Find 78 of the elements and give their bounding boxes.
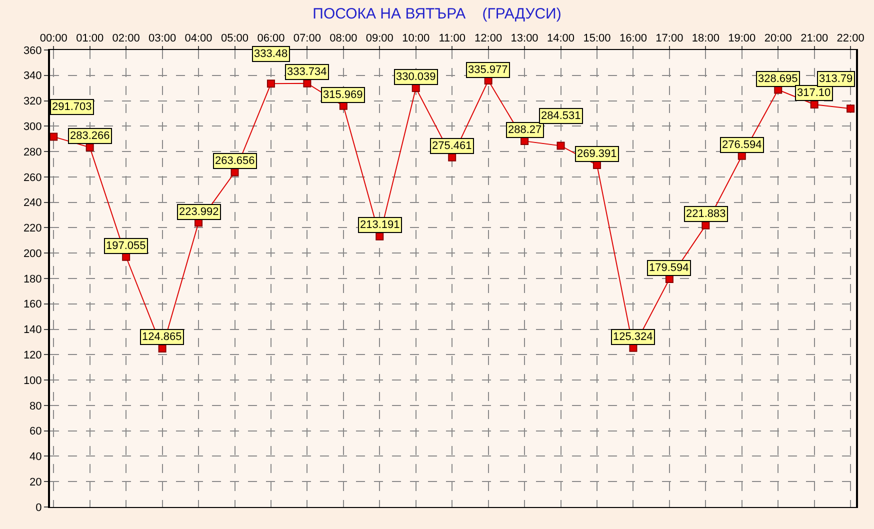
y-tick-label: 300 [23, 121, 42, 134]
x-tick-label: 07:00 [293, 32, 321, 45]
x-tick-label: 17:00 [656, 32, 684, 45]
point [556, 142, 565, 150]
data-label: 333.734 [287, 66, 327, 78]
y-tick-label: 40 [30, 451, 42, 464]
point [230, 168, 239, 176]
y-tick-label: 240 [23, 197, 42, 210]
data-label: 291.703 [52, 101, 92, 113]
point [376, 232, 384, 240]
chart-title: ПОСОКА НА ВЯТЪРА (ГРАДУСИ) [312, 5, 562, 22]
data-label: 179.594 [649, 262, 689, 274]
x-tick-label: 02:00 [112, 32, 140, 45]
x-tick-label: 11:00 [438, 32, 466, 45]
data-label: 213.191 [360, 219, 400, 231]
y-tick-label: 280 [23, 146, 42, 158]
data-label: 197.055 [106, 240, 146, 252]
point [702, 221, 710, 230]
data-label: 315.969 [323, 89, 363, 101]
data-label: 313.79 [819, 73, 853, 85]
y-tick-label: 260 [23, 172, 42, 184]
y-tick-label: 80 [30, 400, 42, 412]
data-label: 269.391 [577, 148, 617, 160]
x-tick-label: 18:00 [692, 32, 720, 45]
y-tick-label: 160 [23, 298, 42, 311]
y-tick-label: 340 [23, 70, 42, 82]
data-label: 223.992 [179, 206, 219, 218]
point [86, 143, 94, 152]
y-tick-label: 120 [23, 350, 42, 362]
x-tick-label: 16:00 [619, 32, 647, 45]
data-label: 330.039 [396, 71, 436, 83]
point [448, 153, 456, 162]
x-tick-label: 20:00 [764, 32, 792, 45]
x-tick-label: 08:00 [330, 32, 358, 45]
data-label: 221.883 [686, 208, 726, 220]
data-label: 284.531 [541, 110, 581, 122]
x-tick-label: 01:00 [76, 32, 104, 45]
x-tick-label: 21:00 [800, 32, 828, 45]
x-tick-label: 12:00 [474, 32, 502, 45]
x-tick-label: 15:00 [583, 32, 611, 45]
y-tick-label: 180 [23, 273, 42, 286]
data-label: 288.27 [508, 124, 542, 136]
point [846, 104, 855, 113]
x-tick-label: 03:00 [148, 32, 176, 45]
y-tick-label: 60 [30, 426, 42, 438]
data-label: 263.656 [215, 155, 255, 167]
x-tick-label: 10:00 [402, 32, 430, 45]
x-tick-label: 06:00 [257, 32, 285, 45]
y-tick-label: 320 [23, 96, 42, 108]
data-label: 124.865 [142, 331, 182, 343]
data-label: 328.695 [758, 73, 798, 85]
data-label: 283.266 [70, 130, 110, 142]
point [810, 100, 818, 108]
data-label: 276.594 [722, 139, 762, 151]
x-tick-label: 05:00 [220, 32, 249, 45]
x-tick-label: 04:00 [184, 32, 212, 45]
y-tick-label: 360 [23, 44, 42, 57]
y-tick-label: 100 [23, 374, 42, 387]
data-label: 335.977 [468, 64, 508, 76]
data-label: 333.48 [254, 48, 288, 60]
x-tick-label: 22:00 [836, 32, 864, 45]
data-label: 275.461 [432, 140, 472, 152]
x-tick-label: 13:00 [510, 32, 538, 45]
y-tick-label: 20 [30, 476, 42, 488]
x-tick-label: 19:00 [728, 32, 756, 45]
y-tick-label: 140 [23, 324, 42, 336]
y-tick-label: 200 [23, 248, 42, 260]
point [303, 79, 312, 88]
y-tick-label: 220 [23, 222, 42, 235]
x-tick-label: 00:00 [40, 32, 68, 45]
point [266, 80, 275, 88]
y-tick-label: 0 [36, 502, 42, 514]
x-tick-label: 14:00 [547, 32, 575, 45]
x-tick-label: 09:00 [366, 32, 394, 45]
point [50, 132, 58, 141]
data-label: 317.10 [797, 87, 831, 99]
data-label: 125.324 [613, 331, 653, 343]
point [158, 344, 166, 352]
